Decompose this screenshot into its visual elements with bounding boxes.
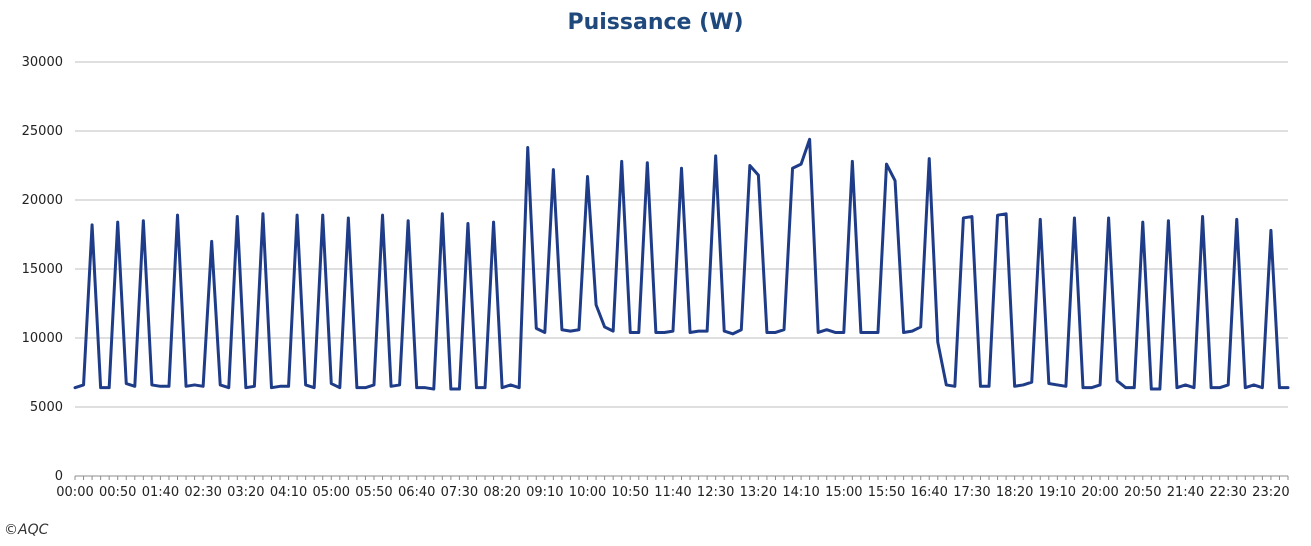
x-tick-label: 20:50 xyxy=(1124,485,1161,500)
x-tick-label: 05:50 xyxy=(355,485,392,500)
x-tick-label: 04:10 xyxy=(270,485,307,500)
series-line-puissance xyxy=(73,137,1290,391)
x-tick-label: 18:20 xyxy=(996,485,1033,500)
x-tick-label: 03:20 xyxy=(227,485,264,500)
x-tick-label: 07:30 xyxy=(441,485,478,500)
x-tick-label: 13:20 xyxy=(740,485,777,500)
y-tick-label: 10000 xyxy=(22,331,63,346)
y-tick-label: 25000 xyxy=(22,124,63,139)
x-tick-label: 11:40 xyxy=(654,485,691,500)
y-tick-label: 15000 xyxy=(22,262,63,277)
x-tick-label: 10:00 xyxy=(569,485,606,500)
y-tick-label: 5000 xyxy=(30,400,63,415)
x-tick-label: 21:40 xyxy=(1167,485,1204,500)
x-tick-label: 17:30 xyxy=(953,485,990,500)
x-tick-label: 08:20 xyxy=(483,485,520,500)
y-tick-labels: 0 5000 10000 15000 20000 25000 30000 xyxy=(22,55,63,484)
x-tick-label: 06:40 xyxy=(398,485,435,500)
x-tick-label: 00:00 xyxy=(56,485,93,500)
y-tick-label: 30000 xyxy=(22,55,63,70)
x-tick-label: 15:00 xyxy=(825,485,862,500)
x-tick-label: 05:00 xyxy=(313,485,350,500)
x-tick-label: 02:30 xyxy=(184,485,221,500)
y-tick-label: 20000 xyxy=(22,193,63,208)
x-tick-label: 16:40 xyxy=(910,485,947,500)
y-tick-label: 0 xyxy=(55,469,63,484)
x-tick-label: 19:10 xyxy=(1039,485,1076,500)
x-tick-label: 12:30 xyxy=(697,485,734,500)
x-tick-label: 15:50 xyxy=(868,485,905,500)
copyright-credit: ©AQC xyxy=(4,522,49,538)
x-tick-label: 10:50 xyxy=(612,485,649,500)
x-tick-label: 09:10 xyxy=(526,485,563,500)
x-tick-label: 14:10 xyxy=(782,485,819,500)
gridlines xyxy=(75,61,1288,408)
x-tick-label: 01:40 xyxy=(142,485,179,500)
x-tick-label: 23:20 xyxy=(1252,485,1289,500)
series-layer xyxy=(73,137,1290,391)
x-tick-label: 22:30 xyxy=(1209,485,1246,500)
x-tick-label: 20:00 xyxy=(1081,485,1118,500)
x-tick-labels: 00:00 00:50 01:40 02:30 03:20 04:10 05:00 05:50… xyxy=(56,485,1289,500)
axes xyxy=(74,475,1289,480)
chart-title: Puissance (W) xyxy=(567,10,744,35)
x-tick-label: 00:50 xyxy=(99,485,136,500)
